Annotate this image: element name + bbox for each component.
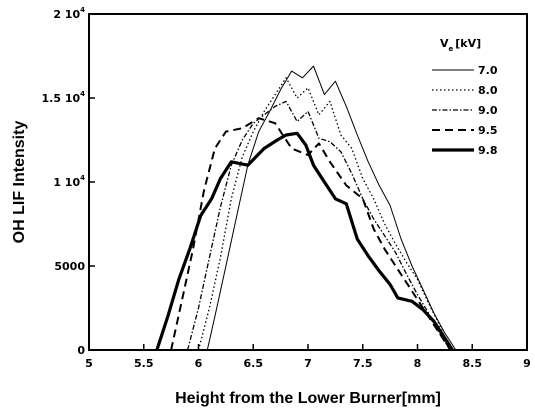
legend-title: Ve [kV] [440, 37, 481, 53]
x-tick-label: 7.5 [353, 357, 373, 370]
y-tick-base: 2 10 [53, 8, 80, 21]
x-tick-label: 8 [414, 357, 422, 370]
x-tick-label: 6 [195, 357, 203, 370]
series-line-9-8 [155, 131, 454, 351]
series-line-8-0 [197, 77, 451, 351]
x-tick-label: 5 [85, 357, 93, 370]
y-tick-label: 2 104 [53, 6, 85, 21]
series-lines [155, 65, 457, 351]
legend-label: 9.5 [478, 124, 498, 137]
y-tick-label: 1 104 [53, 174, 85, 189]
y-tick-base: 1 10 [53, 176, 80, 189]
y-tick-label: 5000 [54, 260, 85, 273]
x-tick-label: 8.5 [463, 357, 483, 370]
y-tick-label: 0 [77, 344, 85, 357]
series-line-9-5 [170, 117, 452, 351]
legend-label: 8.0 [478, 84, 498, 97]
y-tick-exponent: 4 [80, 6, 85, 14]
x-tick-label: 9 [523, 357, 531, 370]
x-axis-ticks: 5 5.5 6 6.5 7 7.5 8 8.5 9 [85, 344, 531, 370]
y-axis-title: OH LIF Intensity [11, 121, 28, 244]
legend-entries: 7.0 8.0 9.0 9.5 9.8 [432, 64, 498, 157]
legend-label: 9.0 [478, 104, 498, 117]
y-tick-base: 0 [77, 344, 85, 357]
legend-label: 9.8 [478, 144, 498, 157]
plot-frame [88, 13, 528, 351]
legend-title-unit: [kV] [455, 37, 481, 50]
legend-label: 7.0 [478, 64, 498, 77]
x-tick-label: 7 [304, 357, 312, 370]
x-axis-title: Height from the Lower Burner[mm] [175, 390, 441, 407]
series-line-9-0 [186, 100, 451, 351]
legend: Ve [kV] 7.0 8.0 9.0 9.5 9.8 [432, 37, 498, 157]
y-tick-exponent: 4 [80, 174, 85, 182]
y-tick-label: 1.5 104 [42, 90, 86, 105]
y-tick-base: 1.5 10 [42, 92, 81, 105]
legend-title-sub: e [449, 45, 454, 53]
x-tick-label: 6.5 [244, 357, 264, 370]
x-tick-label: 5.5 [134, 357, 154, 370]
y-tick-exponent: 4 [80, 90, 85, 98]
series-line-7-0 [206, 65, 457, 351]
y-tick-base: 5000 [54, 260, 85, 273]
legend-title-main: V [440, 37, 449, 50]
